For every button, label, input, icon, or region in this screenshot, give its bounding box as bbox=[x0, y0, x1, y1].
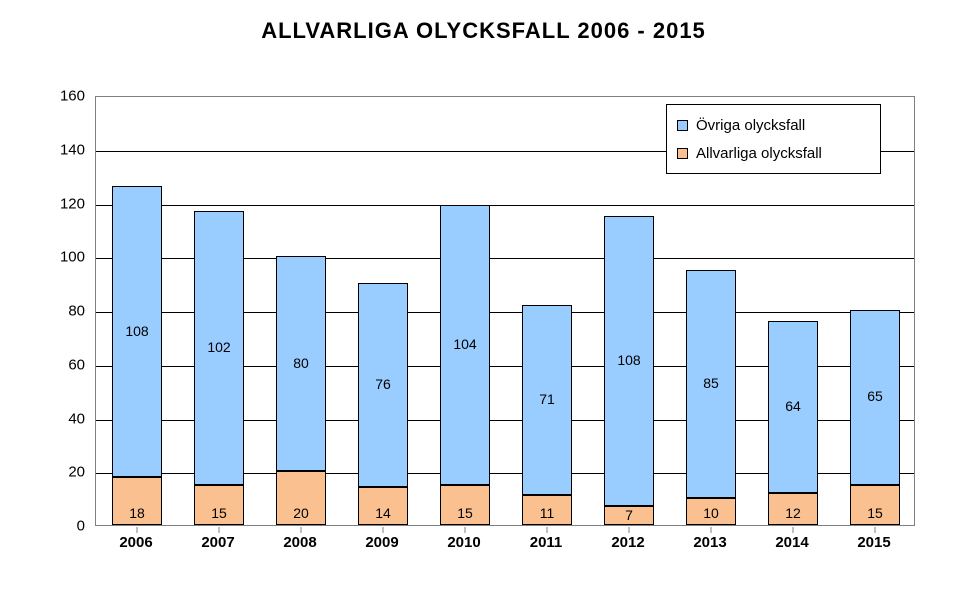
bar-segment bbox=[112, 186, 163, 476]
xtick-mark bbox=[301, 527, 302, 533]
bar-segment bbox=[768, 321, 819, 493]
bar-segment bbox=[850, 485, 901, 525]
legend-item: Övriga olycksfall bbox=[677, 111, 870, 139]
bar-segment bbox=[522, 495, 573, 525]
legend-swatch bbox=[677, 148, 688, 159]
bar-segment bbox=[276, 256, 327, 471]
ytick-label: 20 bbox=[45, 464, 85, 481]
bar-segment bbox=[604, 216, 655, 506]
bar-group: 15102 bbox=[194, 95, 245, 525]
bar-segment bbox=[440, 205, 491, 485]
legend-label: Allvarliga olycksfall bbox=[696, 145, 822, 162]
bar-group: 2080 bbox=[276, 95, 327, 525]
bar-segment bbox=[768, 493, 819, 525]
xtick-mark bbox=[137, 527, 138, 533]
xtick-label: 2007 bbox=[201, 534, 234, 551]
legend: Övriga olycksfall Allvarliga olycksfall bbox=[666, 104, 881, 174]
xtick-label: 2012 bbox=[611, 534, 644, 551]
ytick-label: 40 bbox=[45, 410, 85, 427]
bar-group: 7108 bbox=[604, 95, 655, 525]
xtick-label: 2013 bbox=[693, 534, 726, 551]
bar-segment bbox=[686, 270, 737, 498]
ytick-label: 120 bbox=[45, 195, 85, 212]
bar-segment bbox=[686, 498, 737, 525]
xtick-label: 2008 bbox=[283, 534, 316, 551]
xtick-mark bbox=[219, 527, 220, 533]
bar-group: 1476 bbox=[358, 95, 409, 525]
xtick-mark bbox=[793, 527, 794, 533]
bar-segment bbox=[358, 487, 409, 525]
bar-segment bbox=[440, 485, 491, 525]
legend-swatch bbox=[677, 120, 688, 131]
xtick-mark bbox=[629, 527, 630, 533]
xtick-mark bbox=[547, 527, 548, 533]
bar-segment bbox=[112, 477, 163, 525]
xtick-mark bbox=[383, 527, 384, 533]
xtick-label: 2010 bbox=[447, 534, 480, 551]
xtick-label: 2011 bbox=[530, 534, 563, 551]
ytick-label: 80 bbox=[45, 303, 85, 320]
legend-label: Övriga olycksfall bbox=[696, 117, 805, 134]
bar-group: 1171 bbox=[522, 95, 573, 525]
ytick-label: 160 bbox=[45, 88, 85, 105]
bar-segment bbox=[194, 211, 245, 485]
xtick-label: 2014 bbox=[775, 534, 808, 551]
bar-segment bbox=[194, 485, 245, 525]
ytick-label: 140 bbox=[45, 141, 85, 158]
bar-segment bbox=[276, 471, 327, 525]
ytick-label: 0 bbox=[45, 518, 85, 535]
bar-segment bbox=[604, 506, 655, 525]
bar-group: 15104 bbox=[440, 95, 491, 525]
bar-segment bbox=[850, 310, 901, 485]
bar-group: 18108 bbox=[112, 95, 163, 525]
chart-area: 1810815102208014761510411717108108512641… bbox=[0, 0, 967, 590]
bar-segment bbox=[358, 283, 409, 487]
xtick-mark bbox=[875, 527, 876, 533]
xtick-label: 2006 bbox=[119, 534, 152, 551]
xtick-label: 2015 bbox=[857, 534, 890, 551]
ytick-label: 60 bbox=[45, 356, 85, 373]
xtick-mark bbox=[465, 527, 466, 533]
xtick-label: 2009 bbox=[365, 534, 398, 551]
bar-segment bbox=[522, 305, 573, 496]
legend-item: Allvarliga olycksfall bbox=[677, 139, 870, 167]
ytick-label: 100 bbox=[45, 249, 85, 266]
xtick-mark bbox=[711, 527, 712, 533]
